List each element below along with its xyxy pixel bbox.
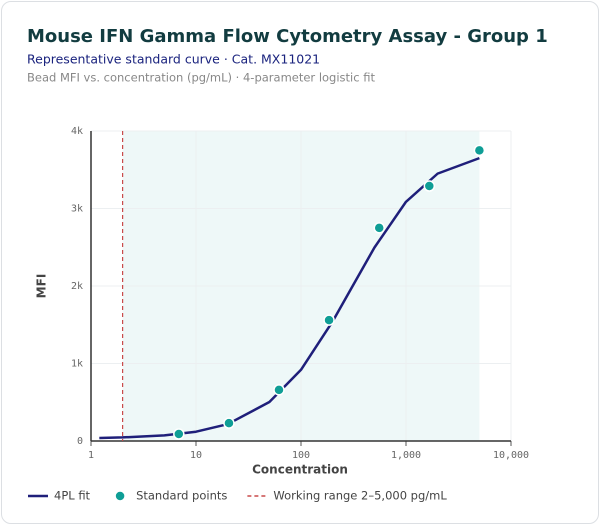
y-tick-label: 0 [77,436,83,447]
data-point [473,144,486,157]
y-tick-label: 3k [71,204,83,215]
data-point [323,314,335,326]
y-axis-label: MFI [35,274,49,299]
data-point [173,428,185,440]
chart-description: Bead MFI vs. concentration (pg/mL) · 4-p… [27,71,375,85]
chart-subtitle: Representative standard curve · Cat. MX1… [27,52,320,67]
data-point [423,180,436,192]
data-point [373,222,385,234]
legend-label: 4PL fit [54,489,91,503]
y-tick-label: 1k [71,359,83,370]
x-tick-label: 1 [88,450,94,461]
x-tick-label: 10,000 [493,450,529,461]
data-point [273,384,285,396]
x-tick-label: 10 [190,450,202,461]
fit-line [99,156,480,440]
x-tick-label: 1,000 [391,450,421,461]
data-point [223,417,235,429]
chart-title: Mouse IFN Gamma Flow Cytometry Assay - G… [27,26,548,47]
y-tick-label: 4k [71,126,83,137]
x-axis-label: Concentration [252,463,348,477]
x-tick-label: 100 [292,450,310,461]
y-tick-label: 2k [71,281,83,292]
legend-label: Standard points [136,489,227,503]
legend-swatch [114,490,126,502]
legend-label: Working range 2–5,000 pg/mL [273,489,447,503]
